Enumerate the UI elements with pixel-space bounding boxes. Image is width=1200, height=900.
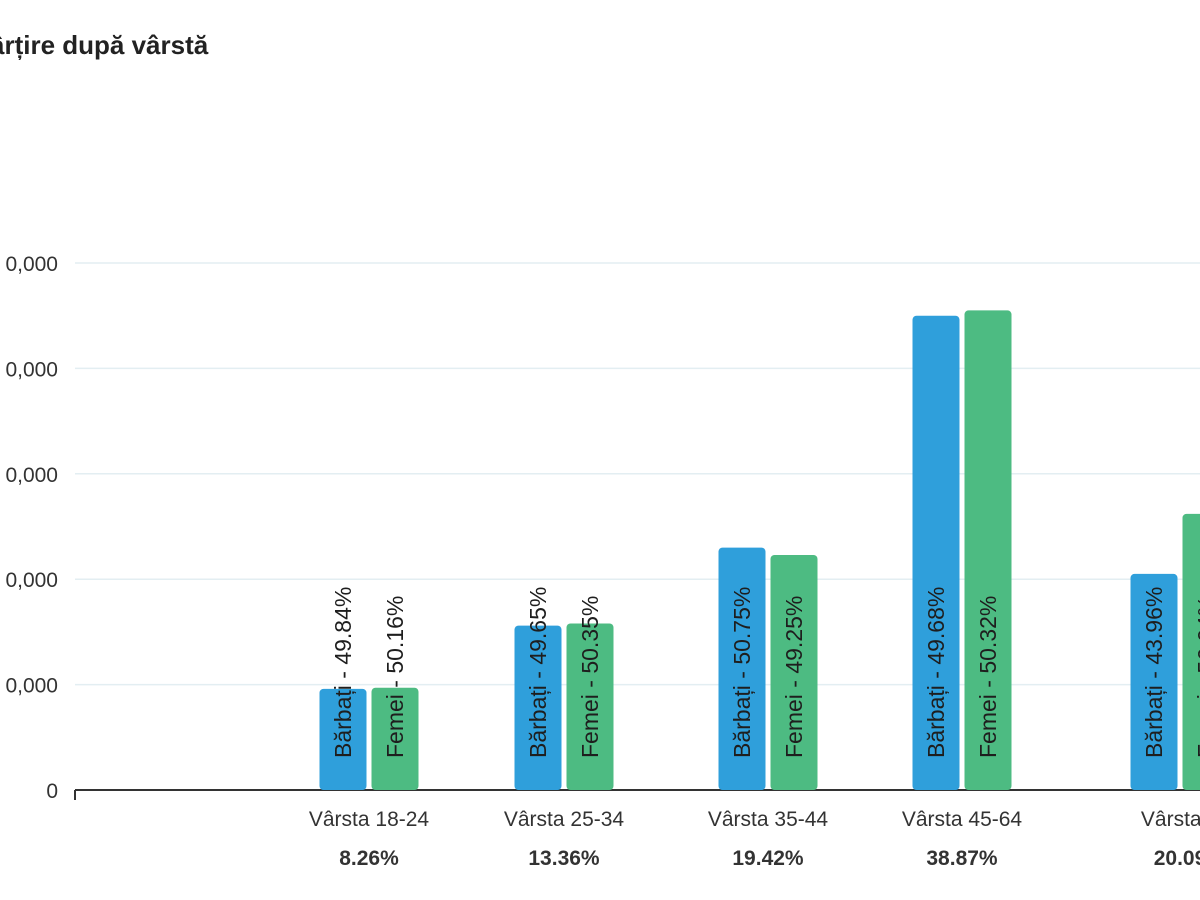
chart-title: ârțire după vârstă [0,30,209,60]
bar-femei [770,554,818,790]
bar-data-label: Femei - 50.32% [975,596,1001,758]
bar-data-label: Bărbați - 50.75% [729,587,755,758]
x-tick-label: Vârsta 35-44 [708,808,829,831]
category-share-label: 19.42% [732,847,804,870]
x-tick-label: Vârsta 6 [1141,808,1200,831]
bar-data-label: Bărbați - 49.65% [525,587,551,758]
bar-data-label: Bărbați - 49.84% [330,587,356,758]
y-tick-label: 0,000 [5,464,58,487]
y-tick-label: 0,000 [5,358,58,381]
bar-data-label: Bărbați - 49.68% [923,587,949,758]
bar-femei [566,623,614,790]
bar-femei [371,687,419,790]
bar-data-label: Femei - 50.35% [577,596,603,758]
bar-data-label: Femei - 49.25% [781,596,807,758]
bar-barbati [514,625,562,790]
y-tick-label: 0,000 [5,675,58,698]
x-tick-label: Vârsta 18-24 [309,808,430,831]
bar-data-label: Femei - 56.04% [1193,596,1200,758]
bar-barbati [912,315,960,790]
category-share-label: 38.87% [926,847,998,870]
bar-femei [1182,513,1200,790]
bar-femei [964,310,1012,790]
x-tick-label: Vârsta 45-64 [902,808,1023,831]
category-share-label: 20.09 [1154,847,1200,870]
y-tick-label: 0 [46,780,58,803]
y-tick-label: 0,000 [5,569,58,592]
x-tick-label: Vârsta 25-34 [504,808,625,831]
bar-data-label: Bărbați - 43.96% [1141,587,1167,758]
bar-data-label: Femei - 50.16% [382,596,408,758]
category-share-label: 13.36% [528,847,600,870]
bar-barbati [319,688,367,790]
category-share-label: 8.26% [339,847,399,870]
bar-barbati [718,547,766,790]
y-tick-label: 0,000 [5,253,58,276]
bar-barbati [1130,573,1178,790]
